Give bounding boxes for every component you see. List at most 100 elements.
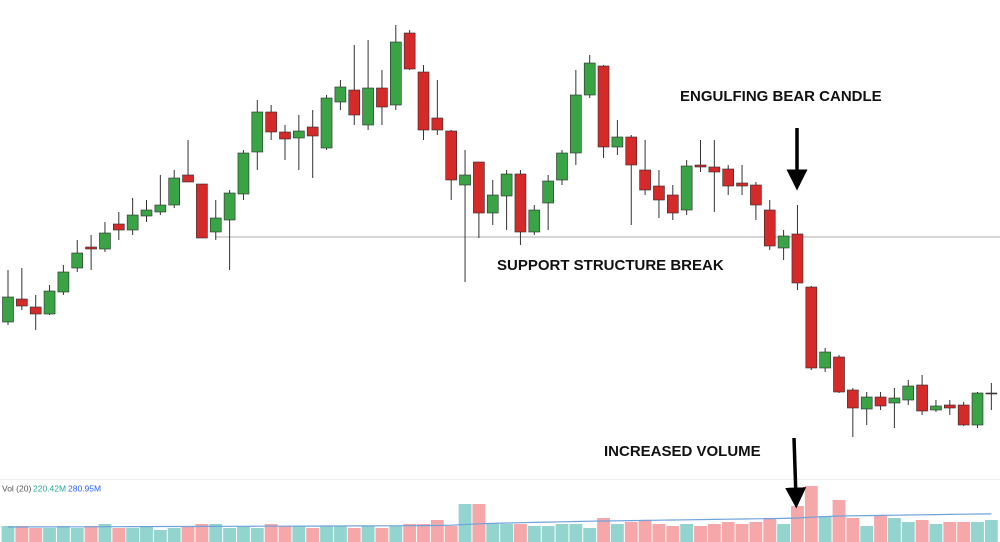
- candle-body: [750, 184, 762, 206]
- volume-bar: [140, 526, 153, 542]
- volume-bar: [403, 524, 417, 542]
- volume-ma-line: [8, 513, 992, 528]
- volume-bar: [901, 522, 915, 542]
- volume-bar: [112, 528, 126, 542]
- candle-body: [556, 152, 568, 181]
- volume-bar: [874, 516, 887, 542]
- candle-body: [860, 396, 873, 410]
- volume-bar: [541, 526, 555, 542]
- volume-bar: [735, 524, 749, 542]
- volume-bar: [638, 520, 652, 542]
- volume-bar: [444, 526, 458, 542]
- candle-body: [237, 152, 250, 195]
- volume-bar: [666, 526, 680, 542]
- volume-bar: [458, 504, 472, 542]
- volume-bar: [320, 526, 333, 542]
- volume-bar: [846, 518, 860, 542]
- volume-bar: [707, 524, 721, 542]
- candle-body: [140, 209, 153, 217]
- volume-bar: [860, 526, 874, 542]
- candle-body: [265, 111, 277, 133]
- volume-bar: [804, 486, 818, 542]
- volume-bar: [500, 524, 514, 542]
- volume-bar: [167, 528, 181, 542]
- volume-bar: [943, 522, 957, 542]
- candle-body: [431, 117, 444, 131]
- candle-body: [445, 130, 458, 181]
- candle-body: [279, 131, 291, 140]
- volume-bar: [417, 524, 430, 542]
- candle-body: [570, 94, 582, 154]
- volume-bar: [29, 528, 43, 542]
- volume-bar: [347, 528, 361, 542]
- volume-bar: [887, 518, 901, 542]
- volume-bar: [527, 526, 541, 542]
- volume-bar: [486, 524, 500, 542]
- candle-body: [597, 65, 610, 148]
- candle-body: [514, 173, 527, 233]
- candle-body: [694, 164, 707, 168]
- candle-body: [57, 271, 70, 293]
- volume-bar: [971, 522, 984, 542]
- candle-body: [930, 405, 942, 411]
- volume-bar: [84, 526, 98, 542]
- candle-body: [29, 306, 42, 315]
- volume-bar: [597, 518, 610, 542]
- volume-bar: [569, 524, 583, 542]
- candle-body: [722, 168, 735, 187]
- candle-body: [625, 136, 638, 166]
- candle-body: [99, 232, 111, 250]
- volume-bar: [43, 528, 56, 542]
- annotation: SUPPORT STRUCTURE BREAK: [497, 257, 724, 274]
- volume-bar: [583, 528, 597, 542]
- candle-body: [389, 41, 402, 106]
- volume-bar: [153, 530, 167, 542]
- volume-bar: [306, 528, 320, 542]
- candle-body: [833, 356, 845, 393]
- volume-bar: [652, 524, 666, 542]
- candle-body: [417, 71, 430, 131]
- candle-body: [611, 136, 624, 148]
- volume-bar: [430, 520, 444, 542]
- candle-body: [154, 204, 167, 213]
- volume-bar: [749, 522, 763, 542]
- volume-bar: [624, 522, 638, 542]
- volume-legend-ma: 280.95M: [68, 483, 101, 493]
- candle-body: [486, 194, 499, 214]
- volume-bar: [223, 528, 237, 542]
- candle-body: [113, 223, 125, 231]
- volume-bar: [250, 528, 264, 542]
- volume-bar: [292, 526, 306, 542]
- candle-body: [43, 290, 56, 315]
- volume-bar: [56, 526, 70, 542]
- volume-bar: [984, 519, 998, 542]
- candle-body: [736, 182, 748, 187]
- volume-bar: [98, 524, 112, 542]
- arrow: [785, 437, 807, 509]
- volume-bar: [126, 528, 140, 542]
- volume-bar: [264, 524, 278, 542]
- candle-body: [348, 89, 361, 116]
- volume-legend-value: 220.42M: [33, 483, 66, 493]
- candle-body: [403, 32, 416, 70]
- candle-body: [805, 286, 818, 369]
- volume-bar: [832, 500, 846, 542]
- volume-bar: [694, 526, 707, 542]
- candle-body: [957, 404, 970, 426]
- volume-bar: [791, 506, 804, 542]
- candle-body: [888, 397, 901, 404]
- candle-body: [196, 183, 208, 239]
- candle-body: [583, 62, 596, 96]
- annotation: ENGULFING BEAR CANDLE: [680, 88, 882, 105]
- candle-body: [168, 177, 180, 206]
- volume-bar: [333, 526, 347, 542]
- volume-bar: [763, 518, 777, 542]
- volume-bar: [278, 526, 292, 542]
- candle-body: [777, 235, 790, 249]
- candle-body: [542, 180, 554, 204]
- volume-bar: [818, 516, 832, 542]
- candle-body: [708, 166, 721, 173]
- candle-body: [376, 87, 388, 108]
- volume-bar: [929, 524, 943, 542]
- candle-body: [320, 97, 333, 149]
